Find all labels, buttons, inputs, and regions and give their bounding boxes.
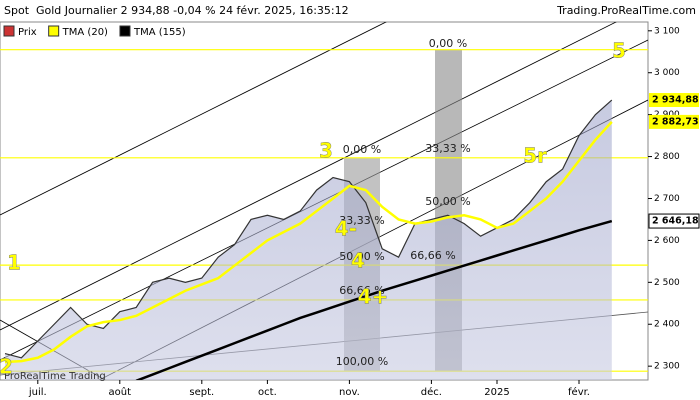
- series-line: [4, 121, 613, 364]
- wave-label: 4: [351, 249, 365, 273]
- wave-label: 2: [0, 355, 13, 379]
- legend-label: TMA (20): [62, 27, 108, 38]
- x-tick-label: déc.: [421, 386, 442, 398]
- fib-label: 66,66 %: [410, 249, 455, 262]
- last-value-label: 2 646,18: [652, 216, 699, 227]
- wave-label: 1: [7, 251, 21, 275]
- wave-label: 3: [319, 139, 333, 163]
- legend-swatch: [119, 25, 131, 37]
- y-tick-label: 2 500: [654, 278, 680, 288]
- fib-label: 0,00 %: [343, 143, 381, 156]
- wave-label: 5r: [523, 144, 547, 168]
- y-tick-label: 2 700: [654, 194, 680, 204]
- fib-label: 33,33 %: [339, 214, 384, 227]
- x-tick-label: févr.: [568, 386, 590, 398]
- fib-label: 50,00 %: [425, 195, 470, 208]
- series-line: [135, 219, 613, 380]
- wave-label: 5: [612, 39, 626, 63]
- y-tick-label: 2 800: [654, 152, 680, 162]
- x-tick-label: oct.: [258, 387, 277, 398]
- source: Trading.ProRealTime.com: [556, 4, 696, 17]
- legend-label: Prix: [18, 27, 37, 38]
- fib-label: 66,66 %: [339, 284, 384, 297]
- header-title: Spot Gold Journalier 2 934,88 -0,04 % 24…: [4, 4, 349, 17]
- fib-label: 33,33 %: [425, 142, 470, 155]
- x-tick-label: nov.: [339, 387, 360, 398]
- x-tick-label: sept.: [189, 387, 214, 398]
- fib-label: 100,00 %: [336, 355, 388, 368]
- series-line: [4, 99, 613, 359]
- x-tick-label: août: [109, 386, 132, 398]
- legend-swatch: [3, 25, 15, 37]
- last-value-bg: [649, 114, 699, 129]
- y-tick-label: 3 100: [654, 26, 680, 36]
- legend-label: TMA (155): [133, 27, 186, 38]
- watermark: ProRealTime Trading: [4, 371, 106, 382]
- wave-label: 4+: [358, 285, 389, 309]
- y-tick-label: 2 600: [654, 236, 680, 246]
- last-value-label: 2 882,73: [652, 116, 699, 127]
- y-tick-label: 2 300: [654, 362, 680, 372]
- y-tick-label: 2 400: [654, 320, 680, 330]
- x-tick-label: juil.: [28, 387, 47, 398]
- fib-label: 50,00 %: [339, 250, 384, 263]
- last-value-label: 2 934,88: [652, 95, 699, 106]
- x-tick-label: 2025: [484, 387, 509, 398]
- y-tick-label: 3 000: [654, 68, 680, 78]
- legend-swatch: [48, 25, 60, 37]
- price-area: [5, 100, 612, 380]
- last-value-bg: [649, 93, 699, 108]
- last-value-bg: [648, 213, 700, 229]
- wave-label: 4-: [335, 217, 357, 241]
- header-bg: [0, 0, 700, 22]
- fib-label: 0,00 %: [429, 37, 467, 50]
